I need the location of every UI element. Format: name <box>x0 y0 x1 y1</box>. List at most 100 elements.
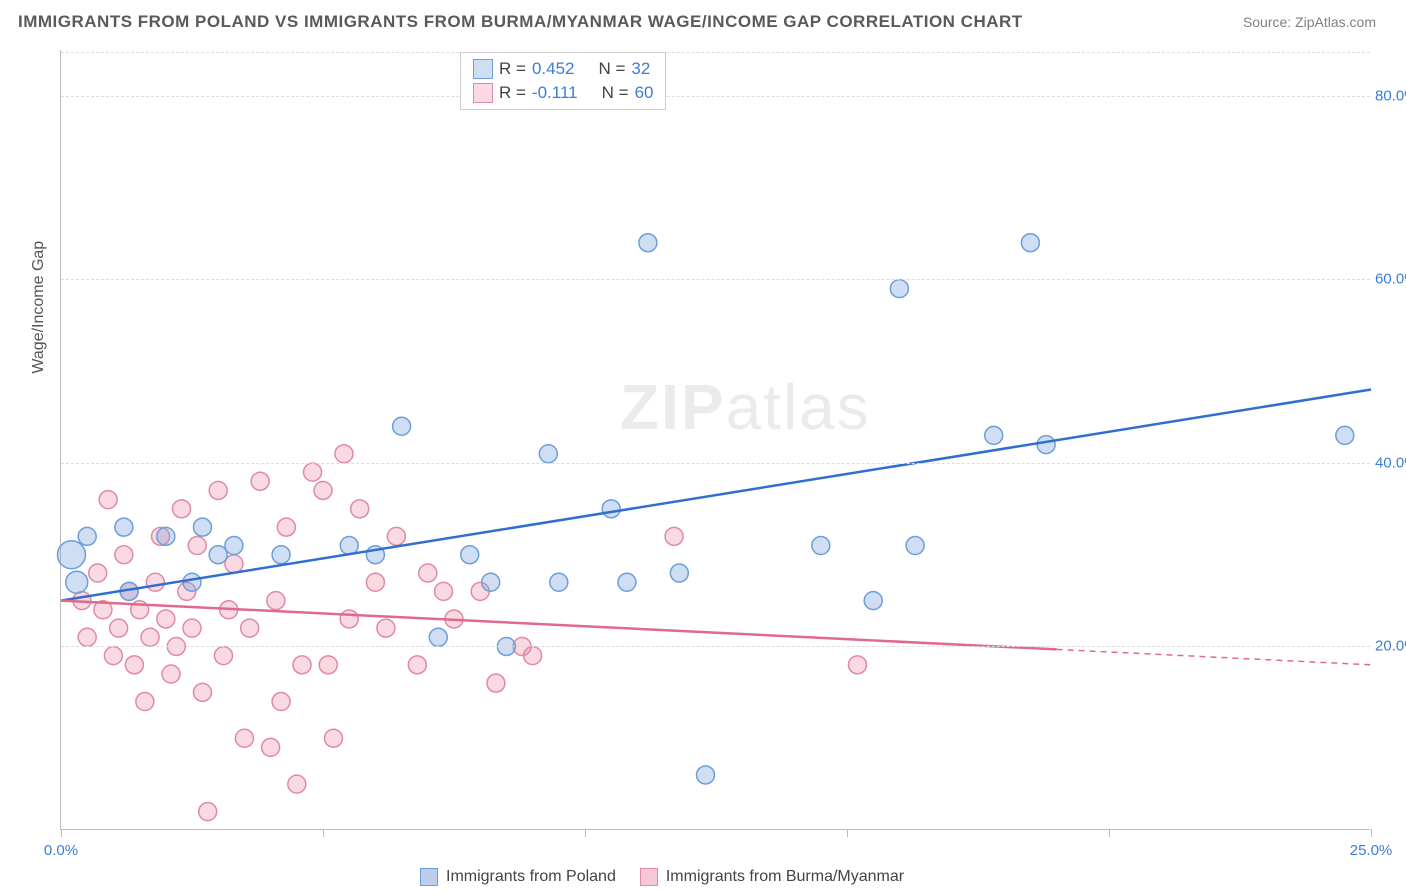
data-point <box>141 628 159 646</box>
x-tick <box>323 829 324 837</box>
gridline <box>61 646 1370 647</box>
x-tick <box>585 829 586 837</box>
data-point <box>225 537 243 555</box>
data-point <box>272 546 290 564</box>
data-point <box>99 491 117 509</box>
data-point <box>78 527 96 545</box>
data-point <box>251 472 269 490</box>
data-point <box>209 481 227 499</box>
data-point <box>539 445 557 463</box>
data-point <box>985 426 1003 444</box>
data-point <box>66 571 88 593</box>
data-point <box>890 280 908 298</box>
source-label: Source: <box>1243 14 1295 30</box>
y-tick-label: 40.0% <box>1375 454 1406 471</box>
legend-item: Immigrants from Burma/Myanmar <box>640 868 904 886</box>
data-point <box>173 500 191 518</box>
data-point <box>602 500 620 518</box>
data-point <box>115 518 133 536</box>
legend-label: Immigrants from Poland <box>446 868 616 886</box>
data-point <box>235 729 253 747</box>
legend-n-label: N = <box>598 59 625 79</box>
legend-series: Immigrants from Poland Immigrants from Bu… <box>420 868 904 886</box>
data-point <box>89 564 107 582</box>
data-point <box>670 564 688 582</box>
x-tick-label: 25.0% <box>1350 842 1393 859</box>
legend-n-value: 60 <box>635 83 654 103</box>
data-point <box>639 234 657 252</box>
data-point <box>864 592 882 610</box>
data-point <box>183 573 201 591</box>
data-point <box>324 729 342 747</box>
data-point <box>110 619 128 637</box>
data-point <box>78 628 96 646</box>
data-point <box>241 619 259 637</box>
data-point <box>209 546 227 564</box>
data-point <box>377 619 395 637</box>
legend-r-value: -0.111 <box>532 83 578 103</box>
data-point <box>1037 436 1055 454</box>
data-point <box>199 803 217 821</box>
data-point <box>408 656 426 674</box>
legend-stats-box: R = 0.452 N = 32R = -0.111 N = 60 <box>460 52 666 110</box>
source-attribution: Source: ZipAtlas.com <box>1243 14 1376 30</box>
legend-swatch <box>473 59 493 79</box>
data-point <box>157 527 175 545</box>
data-point <box>697 766 715 784</box>
data-point <box>104 647 122 665</box>
data-point <box>162 665 180 683</box>
data-point <box>435 582 453 600</box>
trend-line <box>61 390 1371 601</box>
data-point <box>351 500 369 518</box>
data-point <box>419 564 437 582</box>
data-point <box>157 610 175 628</box>
data-point <box>304 463 322 481</box>
legend-r-value: 0.452 <box>532 59 575 79</box>
data-point <box>906 537 924 555</box>
legend-swatch <box>473 83 493 103</box>
data-point <box>262 738 280 756</box>
y-tick-label: 20.0% <box>1375 638 1406 655</box>
legend-item: Immigrants from Poland <box>420 868 616 886</box>
data-point <box>848 656 866 674</box>
legend-n-label: N = <box>602 83 629 103</box>
trend-line-dashed <box>1057 649 1371 664</box>
legend-n-value: 32 <box>631 59 650 79</box>
data-point <box>550 573 568 591</box>
trend-line <box>61 601 1057 650</box>
data-point <box>272 693 290 711</box>
data-point <box>429 628 447 646</box>
data-point <box>482 573 500 591</box>
data-point <box>393 417 411 435</box>
y-tick-label: 60.0% <box>1375 271 1406 288</box>
legend-r-label: R = <box>499 83 526 103</box>
legend-stat-row: R = -0.111 N = 60 <box>473 81 653 105</box>
data-point <box>136 693 154 711</box>
data-point <box>366 573 384 591</box>
source-link[interactable]: ZipAtlas.com <box>1295 14 1376 30</box>
data-point <box>288 775 306 793</box>
plot-area: 20.0%40.0%60.0%80.0%0.0%25.0% <box>60 50 1370 830</box>
y-tick-label: 80.0% <box>1375 87 1406 104</box>
legend-label: Immigrants from Burma/Myanmar <box>666 868 904 886</box>
data-point <box>193 683 211 701</box>
data-point <box>314 481 332 499</box>
x-tick <box>61 829 62 837</box>
data-point <box>1336 426 1354 444</box>
data-point <box>524 647 542 665</box>
gridline <box>61 279 1370 280</box>
data-point <box>461 546 479 564</box>
data-point <box>214 647 232 665</box>
x-tick <box>1109 829 1110 837</box>
data-point <box>225 555 243 573</box>
data-point <box>387 527 405 545</box>
x-tick <box>847 829 848 837</box>
data-point <box>319 656 337 674</box>
x-tick <box>1371 829 1372 837</box>
chart-title: IMMIGRANTS FROM POLAND VS IMMIGRANTS FRO… <box>18 12 1023 32</box>
y-axis-title: Wage/Income Gap <box>30 241 48 374</box>
gridline <box>61 96 1370 97</box>
data-point <box>193 518 211 536</box>
data-point <box>487 674 505 692</box>
data-point <box>340 537 358 555</box>
